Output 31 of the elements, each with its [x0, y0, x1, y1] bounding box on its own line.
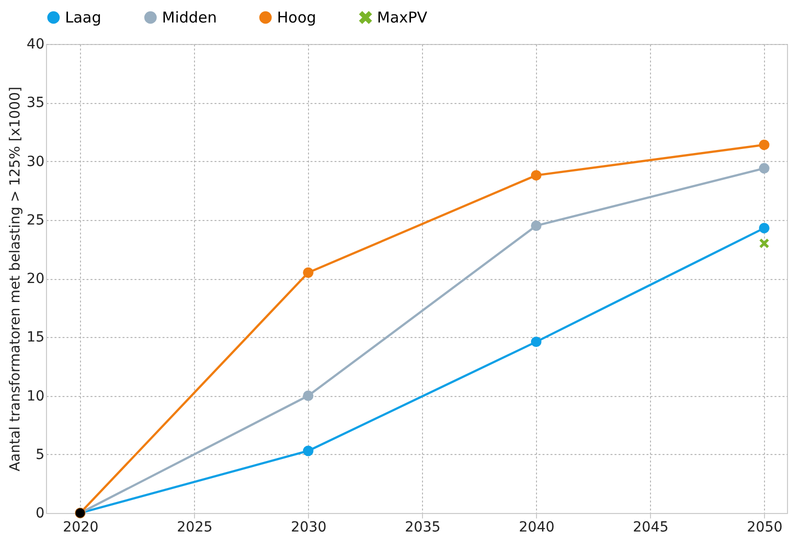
legend-label: MaxPV	[377, 8, 428, 27]
y-tick-label: 0	[36, 506, 44, 522]
x-tick-label: 2050	[746, 520, 783, 536]
y-tick-label: 40	[26, 36, 44, 52]
x-tick-label: 2025	[176, 520, 213, 536]
y-tick-label: 30	[26, 154, 44, 170]
x-tick-label: 2035	[404, 520, 441, 536]
point	[758, 222, 770, 234]
point	[302, 267, 314, 278]
y-axis-title: Aantal transformatoren met belasting > 125% [x1000]	[8, 86, 24, 472]
x-tick-label: 2020	[62, 520, 99, 536]
point	[530, 170, 542, 181]
y-tick-label: 15	[26, 330, 44, 346]
point	[302, 446, 314, 456]
legend-label: Midden	[162, 8, 217, 27]
y-tick-label: 5	[36, 446, 44, 463]
x-tick-label: 2030	[290, 520, 327, 536]
point	[302, 390, 314, 401]
point	[530, 220, 542, 231]
point	[759, 238, 769, 248]
x-tick-label: 2040	[518, 520, 555, 536]
y-tick-label: 35	[26, 95, 44, 112]
y-tick-label: 10	[26, 388, 44, 404]
y-tick-label: 25	[26, 212, 44, 228]
legend-label: Hoog	[277, 8, 316, 27]
legend-label: Laag	[65, 8, 102, 27]
y-tick-label: 20	[26, 271, 44, 287]
point	[758, 163, 770, 174]
point	[530, 336, 542, 348]
x-tick-label: 2045	[632, 520, 669, 536]
point	[758, 140, 770, 150]
